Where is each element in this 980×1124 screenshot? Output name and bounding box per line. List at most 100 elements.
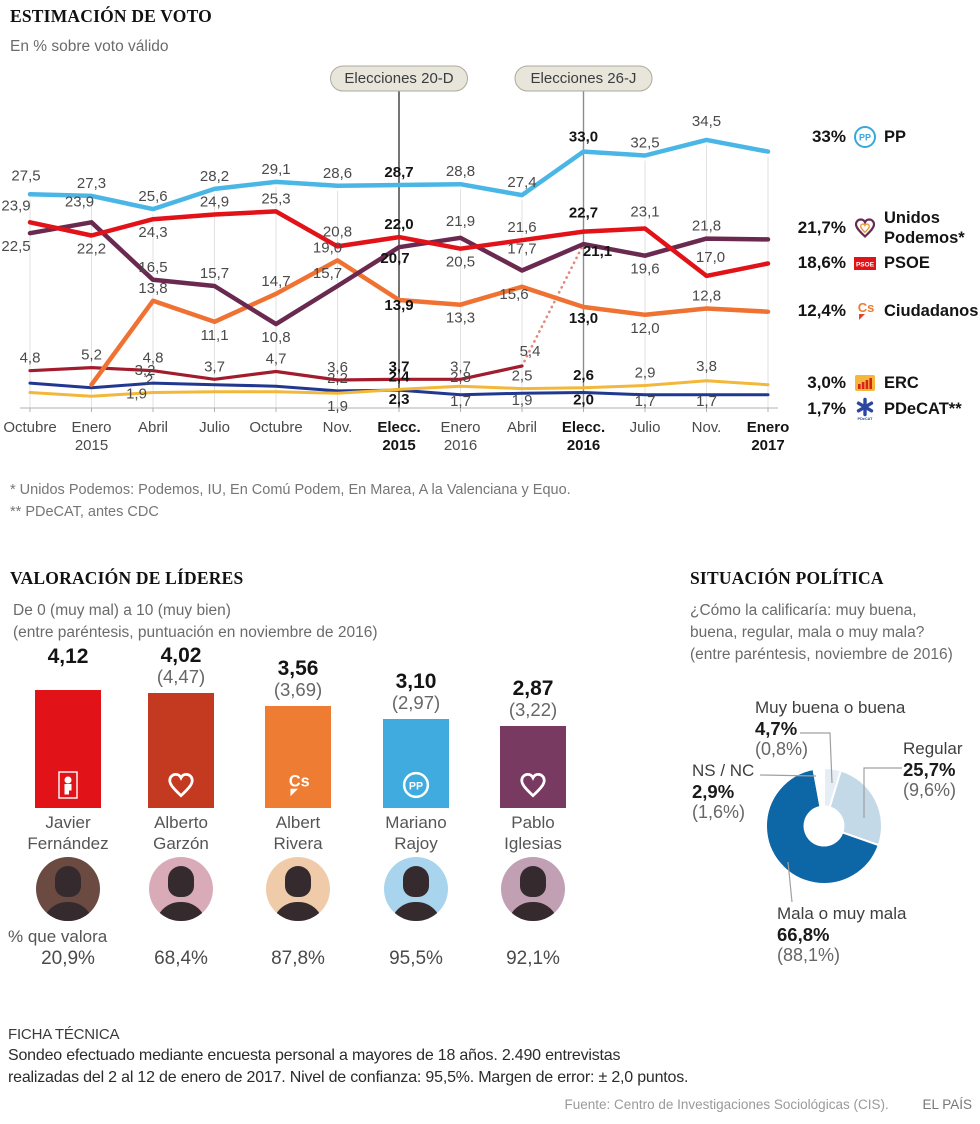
legend-cs-value: 12,4% — [797, 301, 846, 320]
point-label-iu: 5,4 — [520, 343, 541, 360]
legend-pdecat: 1,7% PDeCAT PDeCAT** — [788, 397, 962, 421]
pp-party-icon: PP — [401, 770, 431, 800]
point-label-cs: 19,0 — [313, 239, 342, 256]
photo-silhouette-head — [403, 866, 429, 897]
ficha-line-1: Sondeo efectuado mediante encuesta perso… — [8, 1047, 621, 1064]
situation-donut-chart — [759, 732, 902, 903]
point-label-up: 17,7 — [507, 241, 536, 258]
leader-name-rivera: Albert Rivera — [273, 813, 323, 853]
leader-prev-score-rivera: (3,69) — [273, 679, 323, 700]
point-label-pdecat: 1,7 — [450, 393, 471, 410]
leader-score-rajoy: 3,10 — [395, 670, 437, 693]
ciudadanos-logo-icon: Cs — [289, 772, 310, 797]
point-label-erc: 2 — [145, 372, 153, 389]
leader-line-nsnc — [759, 774, 817, 777]
point-label-pp: 27,5 — [11, 167, 40, 184]
election-pill — [330, 65, 468, 92]
psoe-party-icon — [53, 770, 83, 800]
vote-chart-subtitle: En % sobre voto válido — [10, 38, 169, 55]
point-label-cs: 14,7 — [261, 273, 290, 290]
donut-label-muy-buena-pct: 4,7% — [755, 718, 798, 739]
leader-name-garzon: Alberto Garzón — [153, 813, 209, 853]
up-party-icon — [853, 216, 877, 240]
leader-bar-fernandez — [35, 690, 101, 808]
line-up — [27, 220, 771, 327]
x-axis-label: Abril — [138, 419, 168, 436]
point-label-up: 21,8 — [692, 218, 721, 235]
leader-valora-fernandez: 20,9% — [41, 948, 95, 969]
point-label-up: 15,7 — [313, 265, 342, 282]
x-axis-label: Abril — [507, 419, 537, 436]
legend-up: 21,7% Unidos Podemos* — [788, 206, 965, 250]
point-label-psoe: 23,9 — [1, 197, 30, 214]
leader-photo-fernandez — [36, 857, 100, 921]
point-label-up: 22,5 — [1, 238, 30, 255]
donut-label-regular-name: Regular — [903, 739, 963, 758]
leader-prev-score-rajoy: (2,97) — [391, 692, 441, 713]
vote-chart-title: ESTIMACIÓN DE VOTO — [10, 6, 212, 26]
leader-bar-rivera: Cs — [265, 706, 331, 808]
point-label-iu: 4,7 — [266, 351, 287, 368]
point-label-erc: 1,9 — [327, 398, 348, 415]
line-iu — [28, 364, 524, 382]
legend-erc: 3,0% ERC — [788, 372, 919, 394]
leader-photo-iglesias — [501, 857, 565, 921]
x-axis-label: Julio — [630, 419, 661, 436]
erc-logo-icon — [855, 375, 875, 391]
pp-logo-icon: PP — [854, 126, 876, 148]
point-label-psoe: 20,5 — [446, 254, 475, 271]
point-label-erc: 2,4 — [389, 368, 411, 385]
point-label-pdecat: 1,9 — [512, 392, 533, 409]
svg-text:PSOE: PSOE — [856, 262, 875, 269]
footer: Fuente: Centro de Investigaciones Sociol… — [565, 1097, 972, 1112]
footnote-unidos-podemos: * Unidos Podemos: Podemos, IU, En Comú P… — [10, 482, 571, 498]
ficha-line-2: realizadas del 2 al 12 de enero de 2017.… — [8, 1069, 689, 1086]
point-label-iu: 3,7 — [204, 358, 225, 375]
point-label-erc: 2,6 — [573, 367, 594, 384]
election-pill — [514, 65, 653, 92]
photo-silhouette-head — [520, 866, 546, 897]
x-axis-label: Enero 2016 — [440, 419, 480, 454]
legend-up-label: Unidos Podemos* — [884, 209, 965, 247]
x-axis-label: Elecc. 2015 — [377, 419, 420, 454]
situation-title: SITUACIÓN POLÍTICA — [690, 568, 884, 588]
point-label-pdecat: 2,3 — [389, 391, 410, 408]
legend-erc-value: 3,0% — [807, 373, 846, 392]
psoe-party-icon: PSOE — [853, 251, 877, 275]
point-label-pp: 29,1 — [261, 161, 290, 178]
heart-party-icon — [166, 770, 196, 800]
heart-party-icon — [518, 770, 548, 800]
erc-party-icon — [853, 371, 877, 395]
point-label-pp: 28,6 — [323, 165, 352, 182]
line-cs — [89, 258, 771, 387]
source-credit: Fuente: Centro de Investigaciones Sociol… — [564, 1097, 889, 1112]
leader-valora-iglesias: 92,1% — [506, 948, 560, 969]
donut-label-regular-pct: 25,7% — [903, 759, 956, 780]
cs-party-icon: Cs — [283, 770, 313, 800]
point-label-cs: 12,8 — [692, 288, 721, 305]
leader-line-regular — [863, 767, 902, 818]
point-label-psoe: 23,1 — [630, 204, 659, 221]
point-label-cs: 12,0 — [630, 320, 659, 337]
legend-cs-label: Ciudadanos — [884, 302, 979, 320]
point-label-cs: 13,0 — [569, 310, 598, 327]
leader-photo-rivera — [266, 857, 330, 921]
svg-text:PDeCAT: PDeCAT — [858, 417, 874, 421]
legend-pp-label: PP — [884, 128, 907, 146]
line-psoe — [27, 209, 771, 279]
donut-slice-ns-nc — [812, 766, 825, 808]
donut-label-nsnc: NS / NC 2,9% (1,6%) — [692, 760, 754, 823]
point-label-psoe: 22,0 — [384, 216, 413, 233]
leader-bar-rajoy: PP — [383, 719, 449, 808]
situation-subtitle-2: buena, regular, mala o muy mala? — [690, 624, 925, 641]
point-label-up: 21,1 — [583, 243, 612, 260]
point-label-iu: 3,7 — [389, 358, 410, 375]
leader-line-muy-buena — [800, 732, 833, 784]
iu-merge-dashed-line — [520, 242, 585, 368]
photo-silhouette-body — [508, 902, 558, 921]
legend-psoe: 18,6% PSOE PSOE — [788, 252, 930, 274]
x-axis-label: Enero 2015 — [71, 419, 111, 454]
legend-up-value: 21,7% — [797, 218, 846, 237]
photo-silhouette-body — [43, 902, 93, 921]
